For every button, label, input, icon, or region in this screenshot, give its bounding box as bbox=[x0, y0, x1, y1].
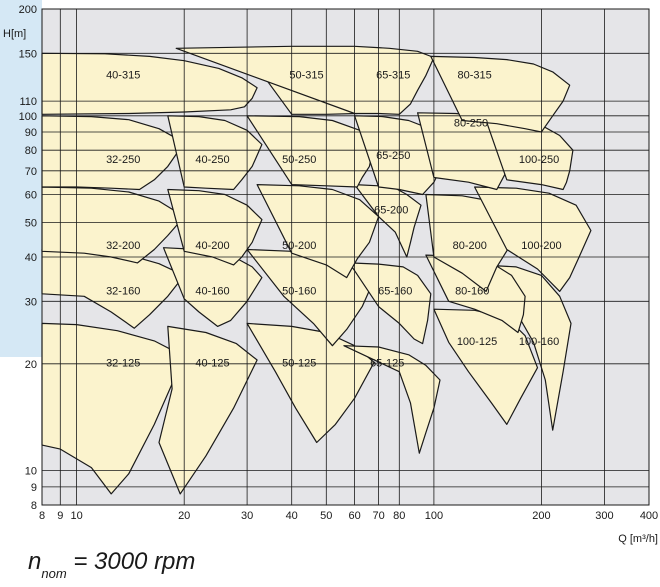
y-axis-label: H[m] bbox=[3, 28, 26, 40]
y-tick-label: 9 bbox=[31, 482, 37, 494]
y-tick-label: 100 bbox=[19, 111, 37, 123]
x-tick-label: 50 bbox=[320, 510, 332, 522]
x-axis-ticks: 8 9 10 20 30 40 50 60 70 80 100 200 300 400 bbox=[39, 510, 658, 522]
pump-label-65-250: 65-250 bbox=[376, 150, 410, 162]
pump-region-40-315 bbox=[41, 52, 258, 115]
x-tick-label: 9 bbox=[57, 510, 63, 522]
y-tick-label: 150 bbox=[19, 48, 37, 60]
pump-region-50-200 bbox=[256, 184, 380, 279]
pump-label-50-160: 50-160 bbox=[282, 285, 316, 297]
y-tick-label: 80 bbox=[25, 145, 37, 157]
pump-region-100-160 bbox=[479, 264, 572, 431]
y-tick-label: 8 bbox=[31, 500, 37, 512]
x-tick-label: 100 bbox=[425, 510, 443, 522]
pump-label-80-160: 80-160 bbox=[455, 285, 489, 297]
pump-label-32-250: 32-250 bbox=[106, 154, 140, 166]
pump-region-65-160 bbox=[348, 262, 432, 345]
pump-label-40-250: 40-250 bbox=[195, 154, 229, 166]
pump-label-50-125: 50-125 bbox=[282, 358, 316, 370]
x-tick-label: 8 bbox=[39, 510, 45, 522]
pump-label-32-125: 32-125 bbox=[106, 358, 140, 370]
pump-labels: 32-125 40-125 50-125 65-125 100-125 100-160 32… bbox=[106, 69, 562, 369]
x-tick-label: 300 bbox=[595, 510, 613, 522]
x-tick-label: 10 bbox=[70, 510, 82, 522]
x-tick-label: 40 bbox=[286, 510, 298, 522]
pump-label-32-200: 32-200 bbox=[106, 240, 140, 252]
pump-label-40-160: 40-160 bbox=[195, 285, 229, 297]
pump-label-65-315: 65-315 bbox=[376, 69, 410, 81]
pump-label-100-125: 100-125 bbox=[457, 336, 497, 348]
y-axis-ticks: 8 9 10 20 30 40 50 60 70 80 90 100 110 150 200 bbox=[19, 4, 37, 512]
x-tick-label: 80 bbox=[393, 510, 405, 522]
pump-label-40-125: 40-125 bbox=[195, 358, 229, 370]
pump-label-65-200: 65-200 bbox=[374, 205, 408, 217]
grid-lines bbox=[41, 8, 650, 506]
pump-label-40-315: 40-315 bbox=[106, 69, 140, 81]
pump-label-80-315: 80-315 bbox=[457, 69, 491, 81]
pump-label-80-250: 80-250 bbox=[454, 118, 488, 130]
pump-label-100-160: 100-160 bbox=[519, 336, 559, 348]
pump-region-40-200 bbox=[167, 188, 263, 266]
pump-label-100-200: 100-200 bbox=[521, 240, 561, 252]
pump-label-65-160: 65-160 bbox=[378, 285, 412, 297]
pump-label-65-125: 65-125 bbox=[370, 358, 404, 370]
speed-symbol: n bbox=[28, 548, 42, 575]
pump-region-32-200 bbox=[41, 186, 185, 264]
y-tick-label: 10 bbox=[25, 466, 37, 478]
nominal-speed-label: nnom = 3000 rpm bbox=[28, 548, 196, 581]
pump-region-32-125 bbox=[41, 322, 185, 495]
x-tick-label: 400 bbox=[640, 510, 658, 522]
x-tick-label: 70 bbox=[372, 510, 384, 522]
pump-label-32-160: 32-160 bbox=[106, 285, 140, 297]
x-tick-label: 20 bbox=[178, 510, 190, 522]
pump-selection-chart: 32-125 40-125 50-125 65-125 100-125 100-160 32… bbox=[3, 4, 658, 545]
y-tick-label: 200 bbox=[19, 4, 37, 16]
y-tick-label: 50 bbox=[25, 218, 37, 230]
x-tick-label: 60 bbox=[348, 510, 360, 522]
y-tick-label: 40 bbox=[25, 252, 37, 264]
x-tick-label: 30 bbox=[241, 510, 253, 522]
pump-label-80-200: 80-200 bbox=[453, 240, 487, 252]
pump-region-40-125 bbox=[158, 325, 258, 495]
y-tick-label: 90 bbox=[25, 127, 37, 139]
speed-subscript: nom bbox=[41, 566, 67, 581]
y-tick-label: 20 bbox=[25, 359, 37, 371]
x-axis-label: Q [m³/h] bbox=[618, 533, 658, 545]
x-tick-label: 200 bbox=[532, 510, 550, 522]
y-tick-label: 70 bbox=[25, 166, 37, 178]
left-panel-background bbox=[0, 0, 42, 357]
pump-label-50-200: 50-200 bbox=[282, 240, 316, 252]
pump-label-100-250: 100-250 bbox=[519, 154, 559, 166]
pump-label-50-315: 50-315 bbox=[289, 69, 323, 81]
pump-label-40-200: 40-200 bbox=[195, 240, 229, 252]
y-tick-label: 60 bbox=[25, 190, 37, 202]
y-tick-label: 110 bbox=[19, 96, 37, 108]
pump-regions bbox=[41, 45, 592, 495]
speed-value: = 3000 rpm bbox=[66, 548, 196, 575]
pump-label-50-250: 50-250 bbox=[282, 154, 316, 166]
y-tick-label: 30 bbox=[25, 296, 37, 308]
pump-region-50-250 bbox=[246, 115, 375, 188]
